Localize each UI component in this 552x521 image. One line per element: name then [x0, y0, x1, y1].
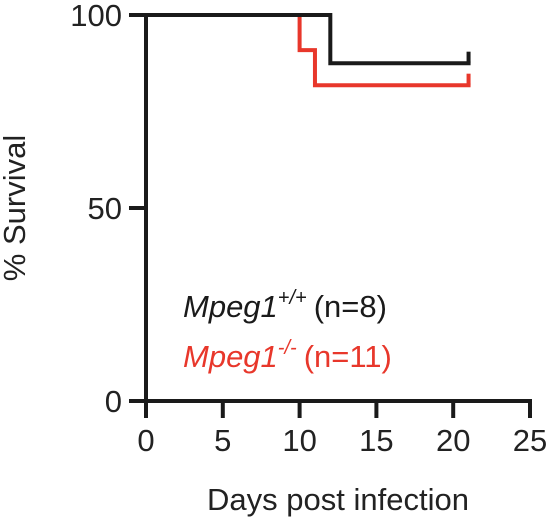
ticks: 0 5 10 15 20 25 0 50 100 [70, 0, 547, 458]
y-tick-label: 0 [105, 384, 122, 419]
y-tick-label: 50 [88, 191, 122, 226]
x-tick-label: 10 [282, 423, 316, 458]
x-tick-label: 25 [513, 423, 547, 458]
y-tick-label: 100 [70, 0, 122, 33]
legend-entry: Mpeg1+/+ (n=8) [183, 287, 387, 324]
series-line [144, 13, 471, 88]
x-tick-label: 0 [137, 423, 154, 458]
legend: Mpeg1+/+ (n=8) Mpeg1-/- (n=11) [183, 287, 392, 374]
x-tick-label: 15 [359, 423, 393, 458]
x-axis-title: Days post infection [207, 482, 469, 517]
series-line [144, 13, 471, 66]
legend-entry: Mpeg1-/- (n=11) [183, 337, 392, 374]
plot-marks [144, 13, 471, 88]
x-tick-label: 5 [214, 423, 231, 458]
x-tick-label: 20 [436, 423, 470, 458]
y-axis-title: % Survival [0, 135, 32, 281]
